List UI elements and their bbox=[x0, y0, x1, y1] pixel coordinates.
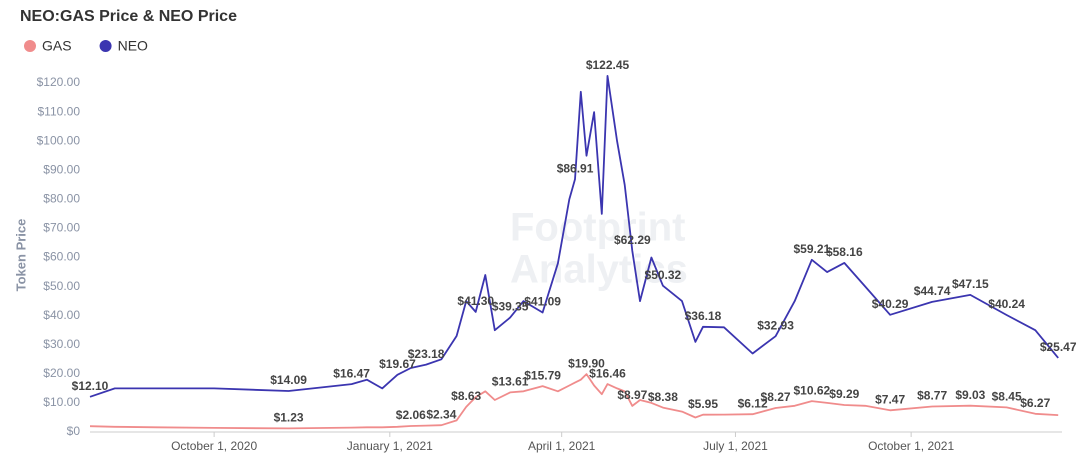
data-label: $6.12 bbox=[738, 396, 768, 410]
chart-title: NEO:GAS Price & NEO Price bbox=[20, 8, 237, 25]
data-label: $1.23 bbox=[274, 411, 304, 425]
y-axis-label: Token Price bbox=[13, 219, 28, 292]
data-label: $32.93 bbox=[757, 318, 794, 332]
x-tick-label: January 1, 2021 bbox=[347, 439, 433, 453]
data-label: $15.79 bbox=[524, 368, 561, 382]
legend-marker bbox=[99, 40, 112, 52]
data-label: $19.90 bbox=[568, 356, 605, 370]
data-label: $8.77 bbox=[917, 389, 947, 403]
data-label: $8.27 bbox=[761, 390, 791, 404]
data-label: $8.63 bbox=[451, 389, 481, 403]
y-tick-label: $120.00 bbox=[37, 75, 81, 89]
data-label: $41.30 bbox=[457, 294, 494, 308]
data-label: $23.18 bbox=[408, 347, 445, 361]
data-label: $2.06 bbox=[396, 408, 426, 422]
data-label: $25.47 bbox=[1040, 340, 1077, 354]
data-label: $6.27 bbox=[1020, 396, 1050, 410]
y-tick-label: $30.00 bbox=[43, 337, 80, 351]
line-series bbox=[89, 373, 1059, 430]
data-label: $47.15 bbox=[952, 277, 989, 291]
legend-label: GAS bbox=[42, 38, 72, 54]
data-label: $40.29 bbox=[872, 297, 909, 311]
y-tick-label: $80.00 bbox=[43, 192, 80, 206]
data-label: $7.47 bbox=[875, 392, 905, 406]
data-label: $8.97 bbox=[617, 388, 647, 402]
y-tick-label: $0 bbox=[67, 424, 81, 438]
data-label: $39.35 bbox=[492, 300, 529, 314]
data-label: $19.67 bbox=[379, 357, 416, 371]
data-label: $40.24 bbox=[988, 297, 1025, 311]
x-tick-label: October 1, 2021 bbox=[868, 439, 954, 453]
data-label: $16.47 bbox=[333, 366, 370, 380]
y-tick-label: $70.00 bbox=[43, 221, 80, 235]
data-label: $86.91 bbox=[557, 161, 594, 175]
data-label: $36.18 bbox=[685, 309, 722, 323]
line-series bbox=[89, 75, 1059, 398]
data-label: $16.46 bbox=[589, 366, 626, 380]
data-label: $58.16 bbox=[826, 245, 863, 259]
y-tick-label: $60.00 bbox=[43, 250, 80, 264]
x-tick-label: July 1, 2021 bbox=[703, 439, 768, 453]
y-tick-label: $100.00 bbox=[37, 133, 81, 147]
y-tick-label: $20.00 bbox=[43, 366, 80, 380]
y-tick-label: $40.00 bbox=[43, 308, 80, 322]
data-label: $8.38 bbox=[648, 390, 678, 404]
y-tick-label: $110.00 bbox=[38, 104, 81, 118]
data-label: $62.29 bbox=[614, 233, 651, 247]
x-tick-label: October 1, 2020 bbox=[171, 439, 257, 453]
watermark: Footprint bbox=[510, 206, 686, 250]
y-tick-label: $90.00 bbox=[43, 162, 80, 176]
data-label: $59.21 bbox=[793, 242, 830, 256]
legend-marker bbox=[24, 40, 36, 52]
data-label: $41.09 bbox=[524, 295, 561, 309]
watermark: Analytics bbox=[510, 248, 688, 292]
data-label: $122.45 bbox=[586, 58, 630, 72]
x-tick-label: April 1, 2021 bbox=[528, 439, 596, 453]
y-tick-label: $10.00 bbox=[43, 395, 80, 409]
data-label: $2.34 bbox=[426, 407, 456, 421]
data-label: $8.45 bbox=[992, 390, 1022, 404]
data-label: $9.03 bbox=[955, 388, 985, 402]
data-label: $10.62 bbox=[793, 383, 830, 397]
data-label: $12.10 bbox=[72, 379, 109, 393]
data-label: $14.09 bbox=[270, 373, 307, 387]
data-label: $50.32 bbox=[645, 268, 682, 282]
legend-label: NEO bbox=[118, 38, 148, 54]
data-label: $13.61 bbox=[492, 375, 529, 389]
y-tick-label: $50.00 bbox=[43, 279, 80, 293]
data-label: $5.95 bbox=[688, 397, 718, 411]
data-label: $9.29 bbox=[829, 387, 859, 401]
data-label: $44.74 bbox=[914, 284, 951, 298]
